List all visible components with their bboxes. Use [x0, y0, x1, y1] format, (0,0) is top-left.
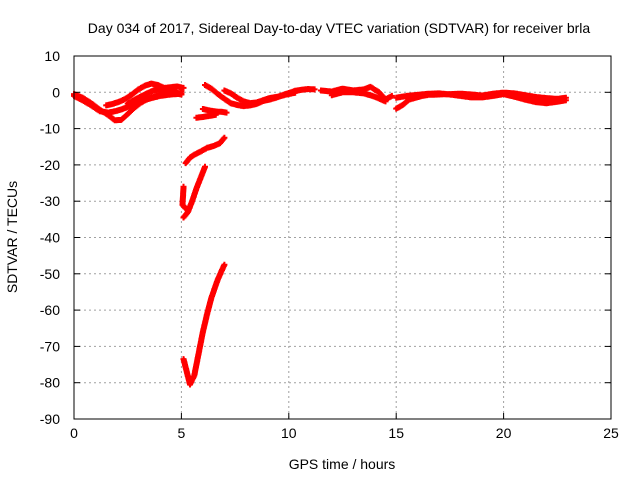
series-day-mid-2 — [328, 89, 389, 105]
data-marks — [71, 80, 569, 388]
series-marks-short-segment-2 — [193, 111, 219, 121]
x-axis: 0 5 10 15 20 25 — [70, 56, 619, 441]
series-post-gap-2 — [221, 87, 299, 107]
series-marks-short-segment — [199, 106, 230, 116]
x-tick-label: 25 — [603, 425, 619, 441]
x-tick-label: 10 — [281, 425, 297, 441]
series-short-segment — [199, 106, 230, 116]
y-tick-label: -90 — [40, 411, 60, 427]
y-axis: 10 0 -10 -20 -30 -40 -50 -60 -70 -80 -90 — [40, 48, 611, 427]
series-marks-late-2 — [393, 90, 569, 107]
series-marks-day-mid-2 — [328, 89, 389, 105]
chart-title: Day 034 of 2017, Sidereal Day-to-day VTE… — [88, 20, 591, 36]
series-late-2 — [393, 90, 569, 107]
x-axis-label: GPS time / hours — [289, 456, 396, 472]
series-drop-mid-isolated — [179, 183, 189, 212]
y-tick-label: -40 — [40, 230, 60, 246]
x-tick-label: 20 — [496, 425, 512, 441]
x-tick-label: 0 — [70, 425, 78, 441]
series-marks-drop-upper — [182, 134, 228, 167]
y-tick-label: 10 — [44, 48, 60, 64]
series-marks-drop-mid-isolated — [179, 183, 189, 212]
series-drop-upper — [182, 134, 228, 167]
y-tick-label: 0 — [52, 84, 60, 100]
series-marks-drop-mid — [180, 163, 208, 221]
grid — [74, 56, 611, 419]
y-tick-label: -80 — [40, 375, 60, 391]
y-tick-label: -10 — [40, 121, 60, 137]
series-marks-drop-lower — [180, 261, 228, 388]
series-main-upper-2 — [124, 86, 185, 107]
y-tick-label: -20 — [40, 157, 60, 173]
series-drop-lower — [180, 261, 228, 388]
y-tick-label: -50 — [40, 266, 60, 282]
series-drop-mid — [180, 163, 208, 221]
series-marks-main-upper-2 — [124, 86, 185, 107]
series-short-segment-2 — [193, 111, 219, 121]
y-axis-label: SDTVAR / TECUs — [4, 181, 20, 293]
y-tick-label: -70 — [40, 338, 60, 354]
series-post-gap — [202, 82, 318, 110]
series-marks-post-gap — [202, 82, 318, 110]
y-tick-label: -60 — [40, 302, 60, 318]
x-tick-label: 5 — [178, 425, 186, 441]
x-tick-label: 15 — [388, 425, 404, 441]
series-marks-post-gap-2 — [221, 87, 299, 107]
y-tick-label: -30 — [40, 193, 60, 209]
